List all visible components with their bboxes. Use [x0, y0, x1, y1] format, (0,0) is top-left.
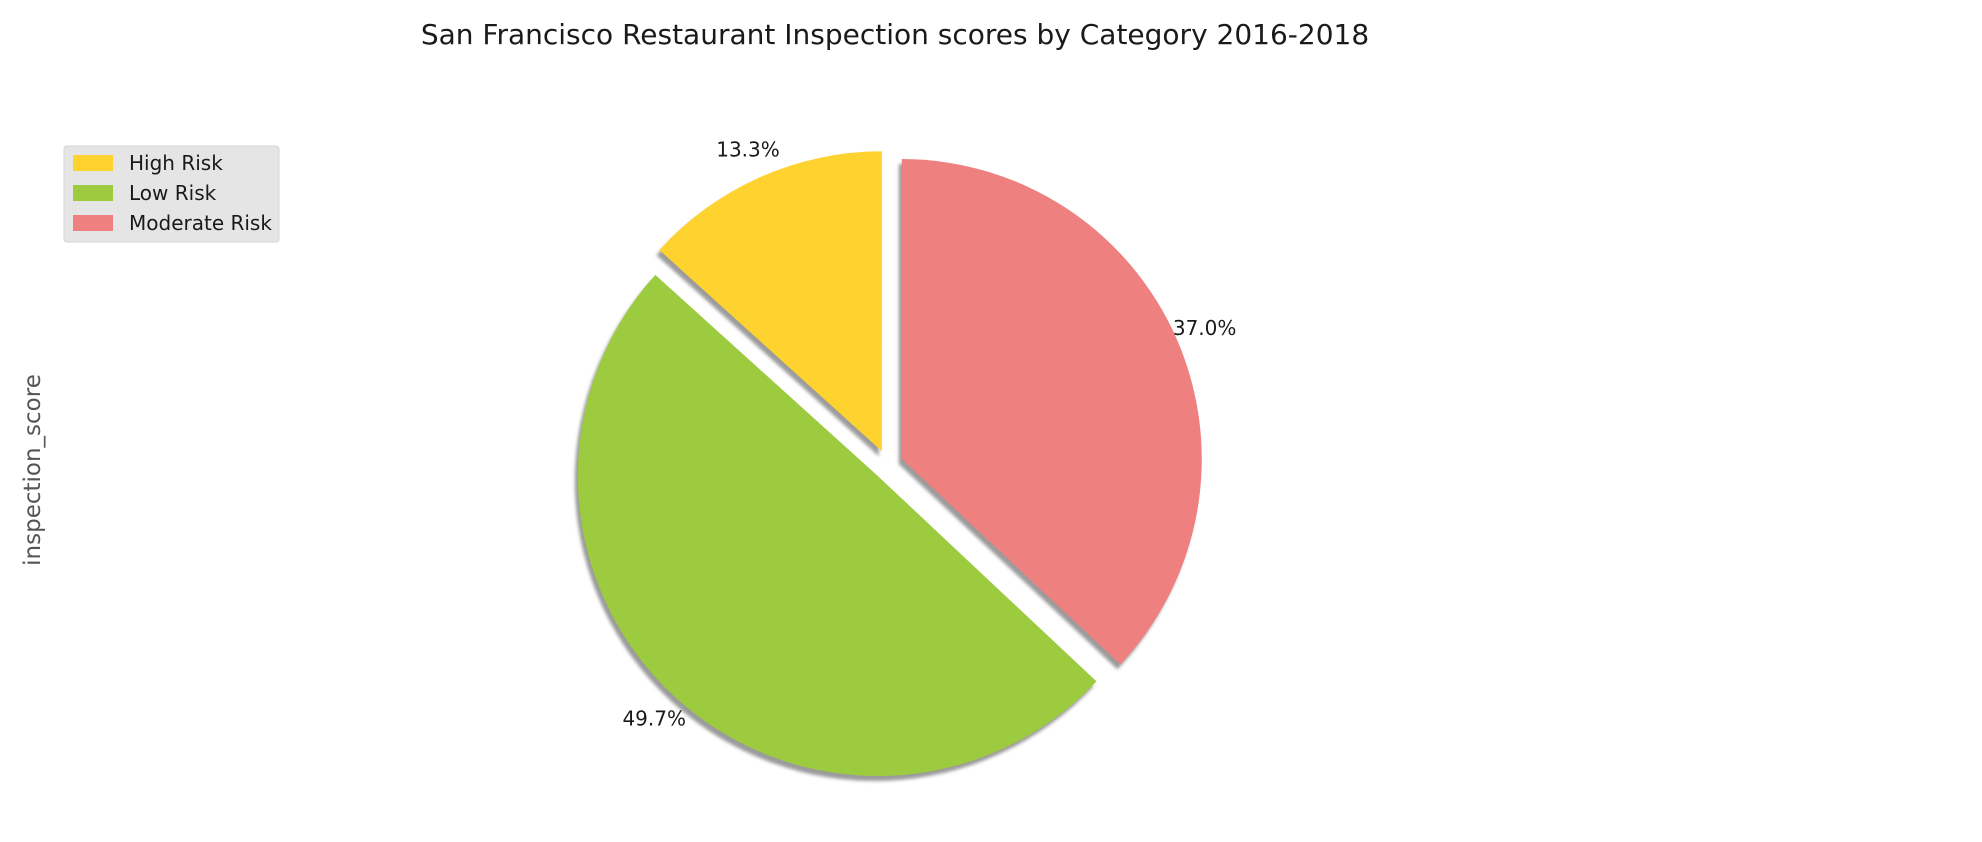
legend-label-high-risk: High Risk [129, 151, 223, 175]
legend: High Risk Low Risk Moderate Risk [63, 145, 280, 243]
legend-label-moderate-risk: Moderate Risk [129, 211, 272, 235]
pie-slice-low-risk [577, 274, 1097, 777]
legend-frame [63, 145, 280, 243]
pie-slices [577, 151, 1202, 777]
pie-labels: 13.3% 49.7% 37.0% [622, 138, 1236, 731]
legend-swatch-moderate-risk [73, 215, 113, 231]
legend-swatch-high-risk [73, 155, 113, 171]
legend-swatch-low-risk [73, 185, 113, 201]
pie-slice-moderate-risk [901, 159, 1202, 665]
legend-label-low-risk: Low Risk [129, 181, 217, 205]
chart-title: San Francisco Restaurant Inspection scor… [421, 18, 1369, 51]
slice-percentage-label-low-risk: 49.7% [622, 707, 686, 731]
y-axis-label: inspection_score [20, 374, 46, 566]
slice-percentage-label-moderate-risk: 37.0% [1173, 316, 1237, 340]
slice-percentage-label-high-risk: 13.3% [716, 138, 780, 162]
pie-slice-high-risk [659, 151, 882, 452]
legend-items: High Risk Low Risk Moderate Risk [73, 151, 272, 235]
